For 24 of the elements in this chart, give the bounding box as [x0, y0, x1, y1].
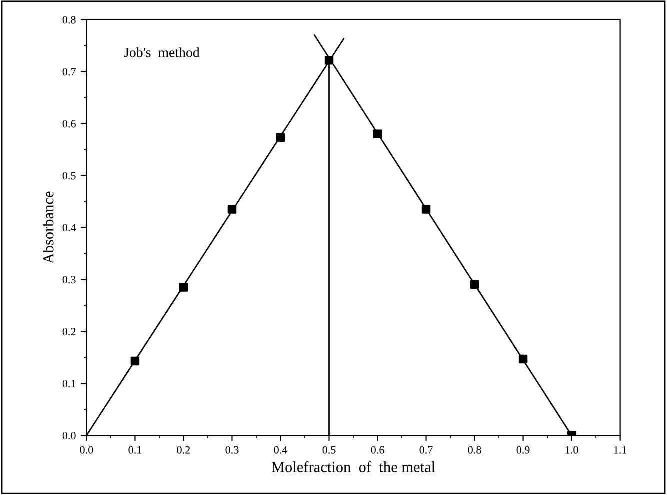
x-tick-label: 0.8 — [468, 446, 482, 454]
x-tick-label: 0.0 — [80, 446, 94, 454]
annotation: Job's method — [124, 48, 200, 58]
y-tick-label: 0.4 — [62, 224, 76, 232]
y-axis-title: Absorbance — [42, 192, 54, 264]
x-tick-label: 1.1 — [614, 446, 627, 454]
x-tick-label: 0.5 — [322, 446, 336, 454]
x-tick-label: 0.2 — [177, 446, 190, 454]
y-tick-label: 0.2 — [62, 328, 76, 336]
y-tick-label: 0.0 — [62, 432, 76, 440]
x-tick-label: 1.0 — [566, 446, 578, 454]
x-tick-label: 0.1 — [128, 446, 142, 454]
x-axis-title: Molefraction of the metal — [272, 461, 436, 472]
x-tick-label: 0.9 — [516, 446, 530, 454]
x-tick-label: 0.3 — [226, 446, 239, 454]
x-tick-label: 0.7 — [420, 446, 433, 454]
y-tick-label: 0.8 — [62, 16, 76, 24]
y-tick-label: 0.7 — [62, 68, 76, 76]
y-tick-label: 0.1 — [62, 380, 76, 388]
x-tick-label: 0.4 — [274, 446, 288, 454]
x-tick-label: 0.6 — [371, 446, 384, 454]
y-tick-label: 0.5 — [62, 172, 76, 180]
y-tick-label: 0.6 — [62, 120, 76, 128]
y-tick-label: 0.3 — [62, 276, 76, 284]
